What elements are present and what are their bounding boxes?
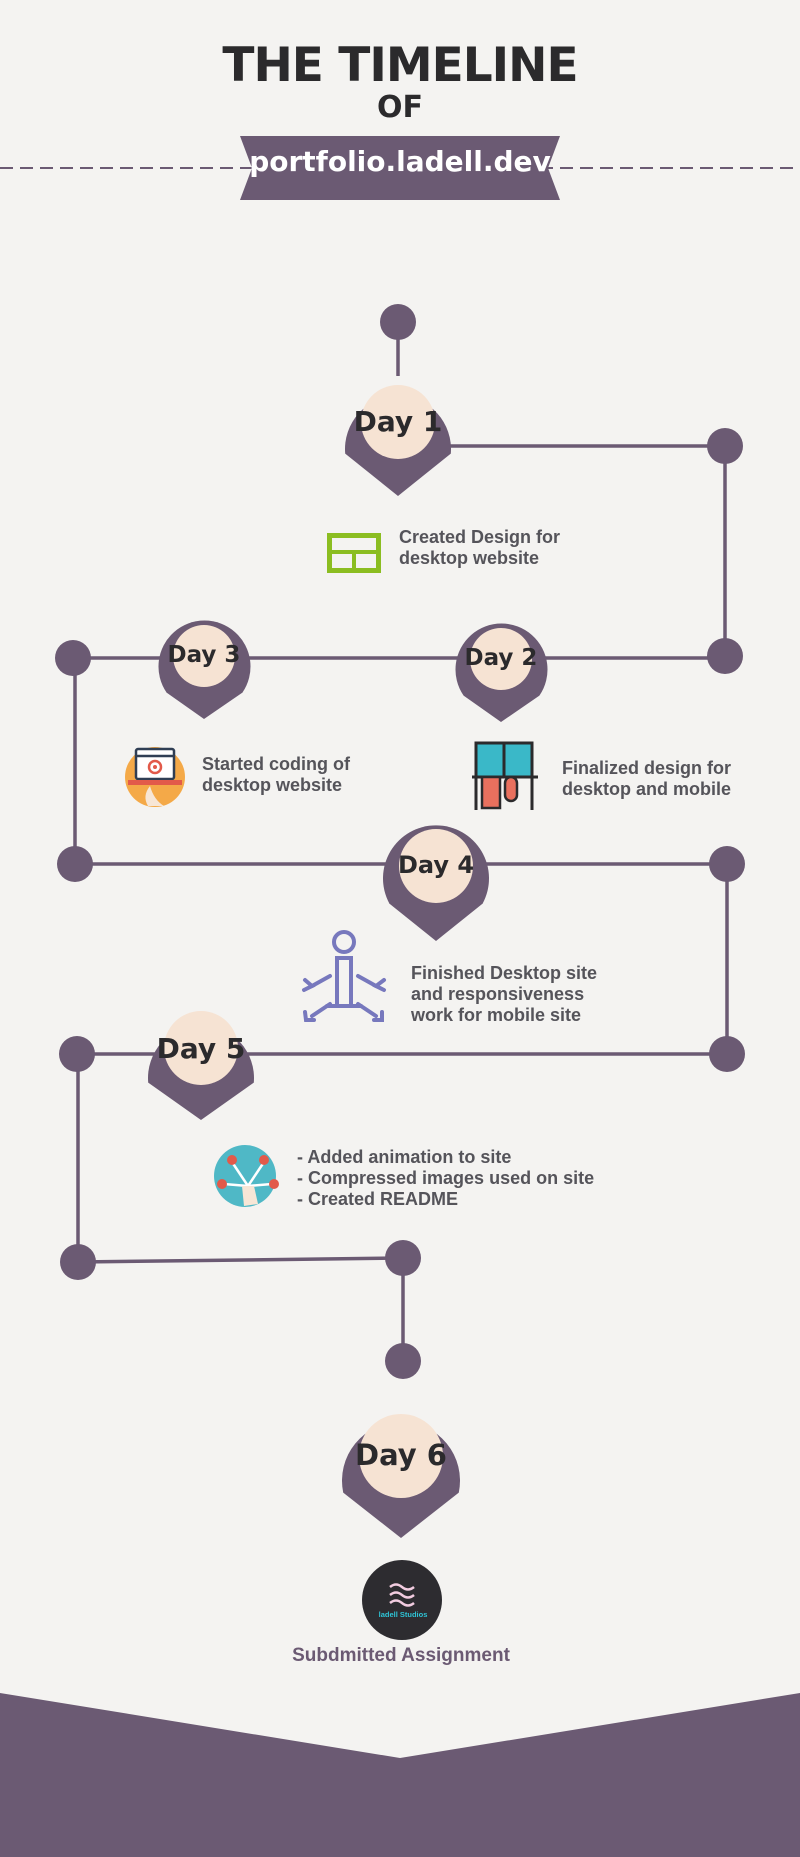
day-2-label: Day 2 <box>464 645 538 671</box>
connector-dots <box>55 304 745 1379</box>
logo-text: ladell Studios <box>378 1610 428 1619</box>
ladell-studios-logo <box>362 1560 442 1640</box>
day-3-description: Started coding of desktop website <box>202 754 350 795</box>
laptop-code-icon <box>125 747 185 807</box>
page-title-of: OF <box>377 90 423 125</box>
day-5-label: Day 5 <box>156 1032 246 1065</box>
pin-day-5 <box>148 1011 254 1120</box>
page-title: THE TIMELINE <box>222 38 578 93</box>
mobile-desktop-design-icon <box>472 741 538 810</box>
day-4-label: Day 4 <box>397 851 475 879</box>
day-4-description: Finished Desktop site and responsiveness… <box>411 963 598 1025</box>
day-6-description: Subdmitted Assignment <box>292 1645 510 1666</box>
day-1-label: Day 1 <box>353 405 443 438</box>
network-hand-icon <box>214 1145 279 1207</box>
site-banner <box>240 136 560 200</box>
responsive-info-icon <box>302 930 386 1022</box>
pin-day-6 <box>342 1414 460 1538</box>
layout-icon <box>327 533 381 573</box>
pin-day-2 <box>455 623 548 722</box>
pin-day-4 <box>383 825 490 941</box>
day-5-description: - Added animation to site - Compressed i… <box>297 1147 595 1209</box>
day-6-label: Day 6 <box>355 1438 447 1472</box>
pin-day-1 <box>345 385 452 496</box>
day-2-description: Finalized design for desktop and mobile <box>562 758 732 799</box>
pin-day-3 <box>158 620 251 719</box>
day-1-description: Created Design for desktop website <box>399 527 561 568</box>
day-3-label: Day 3 <box>167 642 241 668</box>
footer-band <box>0 1693 800 1857</box>
site-url: portfolio.ladell.dev <box>249 145 551 178</box>
